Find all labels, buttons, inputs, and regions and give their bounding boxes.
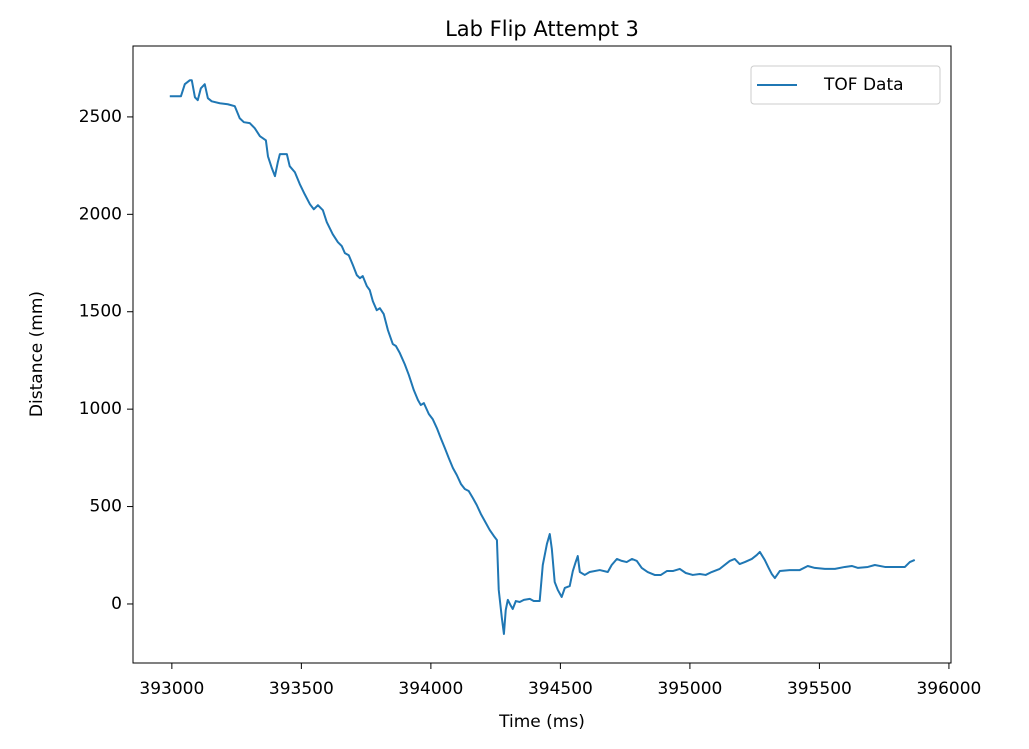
x-axis-label: Time (ms) [498,712,585,732]
plot-frame [132,45,952,664]
y-tick-label: 500 [90,497,122,517]
x-tick-label: 395000 [657,679,722,699]
y-tick-label: 0 [111,594,122,614]
chart-title: Lab Flip Attempt 3 [445,17,639,41]
data-line [169,79,916,635]
y-tick-label: 1500 [79,302,122,322]
y-axis-label: Distance (mm) [27,291,47,417]
y-tick-label: 1000 [79,399,122,419]
legend-label: TOF Data [823,75,904,95]
x-tick-label: 396000 [916,679,981,699]
x-tick-label: 394000 [398,679,463,699]
y-tick-label: 2500 [79,107,122,127]
x-tick-label: 393500 [269,679,334,699]
legend-box [750,65,941,105]
x-tick-label: 395500 [787,679,852,699]
x-tick-label: 394500 [528,679,593,699]
x-tick-label: 393000 [139,679,204,699]
y-tick-label: 2000 [79,204,122,224]
